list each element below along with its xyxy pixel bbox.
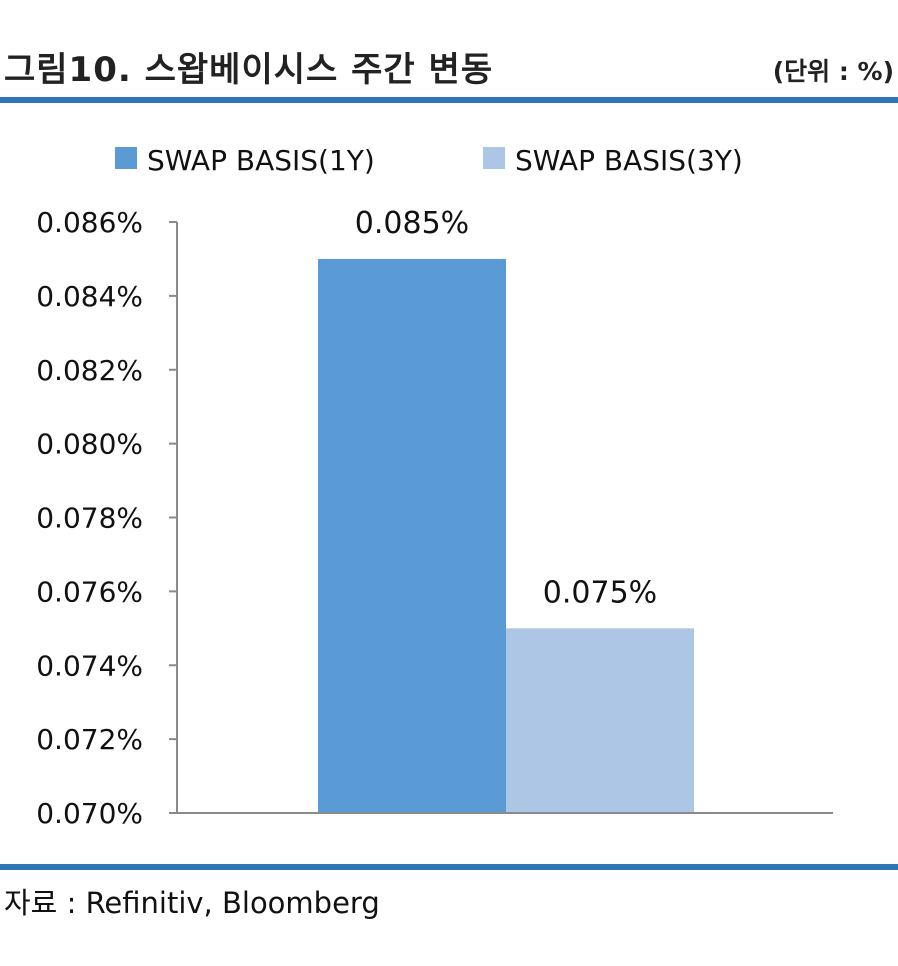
y-tick-label: 0.080% xyxy=(36,428,143,461)
bar-1y xyxy=(318,258,506,813)
bars: 0.085% 0.075% xyxy=(318,206,694,813)
top-rule xyxy=(0,97,898,103)
source-note: 자료 : Refinitiv, Bloomberg xyxy=(4,886,380,920)
data-label-3y: 0.075% xyxy=(543,575,657,610)
legend: SWAP BASIS(1Y) SWAP BASIS(3Y) xyxy=(115,144,743,177)
y-tick-label: 0.086% xyxy=(36,206,143,239)
y-axis: 0.070% 0.072% 0.074% 0.076% 0.078% 0.080% 0.08… xyxy=(36,206,177,830)
y-tick-label: 0.076% xyxy=(36,575,143,608)
y-tick-label: 0.084% xyxy=(36,280,143,313)
y-tick-label: 0.074% xyxy=(36,649,143,682)
legend-label-3y: SWAP BASIS(3Y) xyxy=(515,144,743,177)
unit-label: (단위 : %) xyxy=(772,57,894,86)
y-tick-label: 0.070% xyxy=(36,797,143,830)
y-tick-label: 0.082% xyxy=(36,354,143,387)
y-tick-label: 0.078% xyxy=(36,502,143,535)
bottom-rule xyxy=(0,864,898,870)
legend-swatch-3y xyxy=(483,147,505,169)
bar-chart: SWAP BASIS(1Y) SWAP BASIS(3Y) 0.070%0.07… xyxy=(36,144,833,830)
y-tick-label: 0.072% xyxy=(36,723,143,756)
bar-3y xyxy=(506,628,694,813)
data-label-1y: 0.085% xyxy=(355,206,469,241)
legend-swatch-1y xyxy=(115,147,137,169)
chart-title: 그림10. 스왑베이시스 주간 변동 xyxy=(4,50,494,90)
legend-label-1y: SWAP BASIS(1Y) xyxy=(147,144,375,177)
